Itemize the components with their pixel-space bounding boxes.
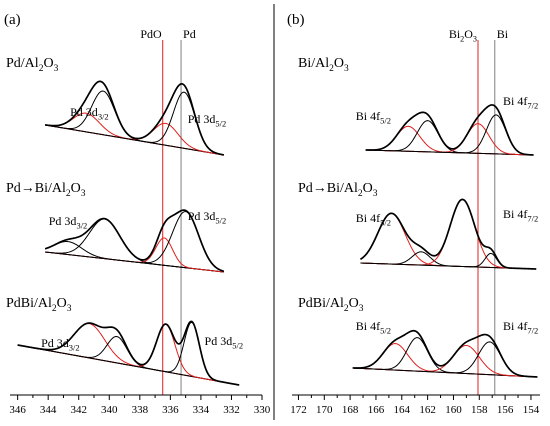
spectrum: Pd→Bi/Al2O3 Bi 4f5/2 Bi 4f7/2	[298, 181, 538, 270]
peak-label: Pd 3d5/2	[188, 112, 227, 129]
fit-envelope	[45, 80, 224, 156]
x-tick-label: 158	[471, 404, 488, 416]
panel-label: (b)	[287, 12, 305, 28]
fit-envelope	[365, 104, 534, 156]
x-axis: 172 170 168 166 164 162 160 158 156 154	[290, 394, 540, 416]
fit-envelope	[44, 209, 225, 273]
x-tick-label: 338	[132, 404, 149, 416]
x-tick-label: 154	[523, 404, 540, 416]
sample-label: Bi/Al2O3	[298, 56, 349, 74]
x-tick-label: 346	[9, 404, 26, 416]
fit-component-metal	[360, 252, 537, 270]
panel-label: (a)	[4, 12, 21, 28]
reference-line-label: Pd	[183, 27, 196, 41]
peak-label: Pd 3d3/2	[41, 336, 80, 353]
x-tick-label: 162	[419, 404, 436, 416]
x-tick-label: 168	[342, 404, 359, 416]
fit-envelope	[17, 320, 240, 386]
sample-label: Pd/Al2O3	[6, 56, 59, 74]
reference-line-label: Bi	[497, 27, 509, 41]
peak-label: Bi 4f7/2	[503, 94, 538, 111]
peak-label: Pd 3d5/2	[188, 209, 227, 226]
fit-component-metal	[17, 321, 240, 386]
spectrum: PdBi/Al2O3 Pd 3d3/2 Pd 3d5/2	[6, 296, 244, 386]
peak-label: Bi 4f5/2	[356, 319, 391, 336]
x-tick-label: 336	[162, 404, 179, 416]
x-tick-label: 340	[101, 404, 118, 416]
x-axis: 346 344 342 340 338 336 334 332 330	[9, 394, 271, 416]
sample-label: PdBi/Al2O3	[298, 296, 364, 314]
spectrum: Pd→Bi/Al2O3 Pd 3d3/2 Pd 3d5/2	[6, 181, 227, 273]
fit-envelope	[360, 198, 537, 270]
x-tick-label: 330	[254, 404, 271, 416]
spectrum: Bi/Al2O3 Bi 4f5/2 Bi 4f7/2	[298, 56, 538, 156]
x-tick-label: 160	[445, 404, 462, 416]
fit-envelope	[352, 329, 538, 378]
peak-label: Pd 3d5/2	[205, 334, 244, 351]
peak-label: Pd 3d3/2	[49, 214, 88, 231]
x-tick-label: 172	[290, 404, 307, 416]
peak-label: Bi 4f7/2	[503, 207, 538, 224]
x-tick-label: 344	[40, 404, 57, 416]
peak-label: Bi 4f5/2	[356, 109, 391, 126]
peak-label: Pd 3d3/2	[70, 105, 109, 122]
x-tick-label: 342	[70, 404, 87, 416]
peak-label: Bi 4f5/2	[356, 211, 391, 228]
x-tick-label: 332	[223, 404, 240, 416]
spectrum: PdBi/Al2O3 Bi 4f5/2 Bi 4f7/2	[298, 296, 538, 378]
x-tick-label: 164	[394, 404, 411, 416]
sample-label: PdBi/Al2O3	[6, 296, 72, 314]
sample-label: Pd→Bi/Al2O3	[298, 181, 378, 199]
x-tick-label: 166	[368, 404, 385, 416]
x-tick-label: 156	[497, 404, 514, 416]
x-tick-label: 170	[316, 404, 333, 416]
fit-component-oxide	[17, 323, 240, 386]
peak-label: Bi 4f7/2	[503, 319, 538, 336]
reference-line-label: Bi2O3	[449, 27, 477, 43]
reference-line-label: PdO	[140, 27, 162, 41]
x-tick-label: 334	[193, 404, 210, 416]
sample-label: Pd→Bi/Al2O3	[6, 181, 86, 199]
spectrum: Pd/Al2O3 Pd 3d3/2 Pd 3d5/2	[6, 56, 227, 156]
